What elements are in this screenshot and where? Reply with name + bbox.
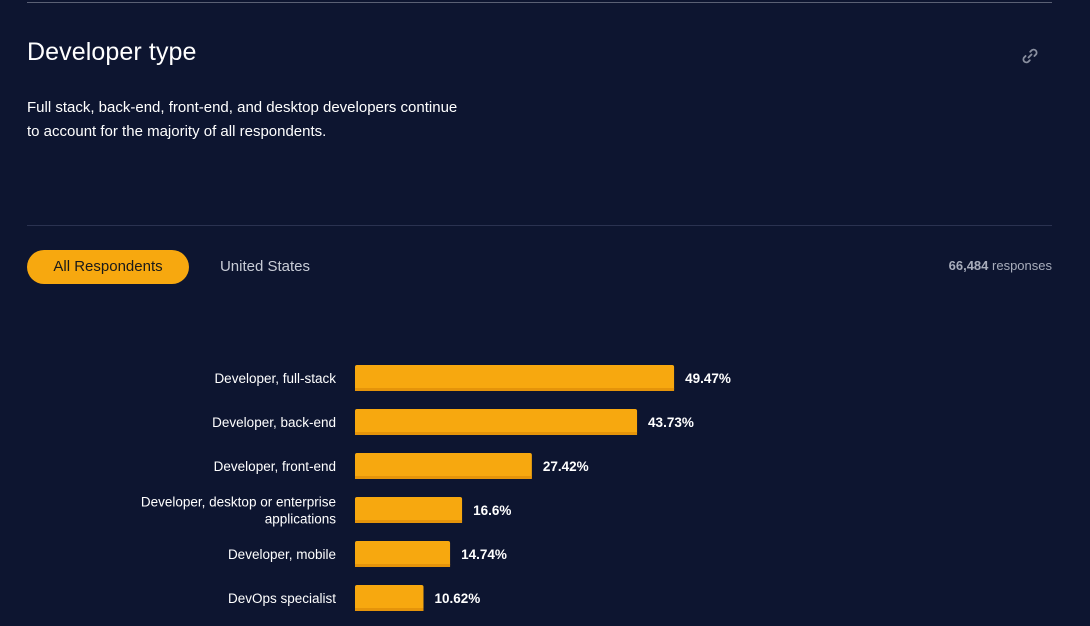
section-subtitle: Full stack, back-end, front-end, and des… [27,99,458,140]
bar[interactable] [355,585,424,611]
category-label-line: Developer, back-end [212,415,336,430]
link-icon[interactable] [1020,46,1040,66]
bar-shade [355,388,675,391]
category-label-line: Developer, full-stack [214,371,336,386]
bar-value-label: 10.62% [434,591,480,606]
responses-count: 66,484 responses [949,258,1052,273]
category-label-line: Developer, desktop or enterprise [141,495,336,510]
tab-all-respondents[interactable]: All Respondents [27,250,189,284]
category-label-line: DevOps specialist [228,591,336,606]
developer-type-bar-chart: 49.47% Developer, full-stack 43.73% Develop… [141,365,731,611]
bar[interactable] [355,453,532,479]
bar-shade [355,432,638,435]
category-label: Developer, front-end [214,459,336,474]
bar-shade [355,608,424,611]
category-label: Developer, mobile [228,547,336,562]
bar-shade [355,476,532,479]
bar-value-label: 14.74% [461,547,507,562]
bar-shade [355,520,463,523]
section-divider [27,225,1052,226]
responses-number: 66,484 [948,258,989,273]
category-label-line: Developer, front-end [214,459,336,474]
responses-label: responses [992,258,1052,273]
category-label: Developer, full-stack [214,371,336,386]
bar-value-label: 27.42% [543,459,589,474]
bar-value-label: 49.47% [685,371,731,386]
category-label-line: Developer, mobile [228,547,336,562]
section-title: Developer type [27,38,197,66]
top-divider [27,2,1052,3]
bar[interactable] [355,497,463,523]
bar-value-label: 43.73% [648,415,694,430]
tab-united-states[interactable]: United States [219,258,311,275]
category-label: Developer, back-end [212,415,336,430]
category-label: Developer, desktop or enterprise applicat… [141,495,336,527]
bar[interactable] [355,365,675,391]
category-label: DevOps specialist [228,591,336,606]
bar[interactable] [355,409,638,435]
category-label-line: applications [265,512,337,527]
bar-shade [355,564,451,567]
bar[interactable] [355,541,451,567]
bar-value-label: 16.6% [473,503,511,518]
